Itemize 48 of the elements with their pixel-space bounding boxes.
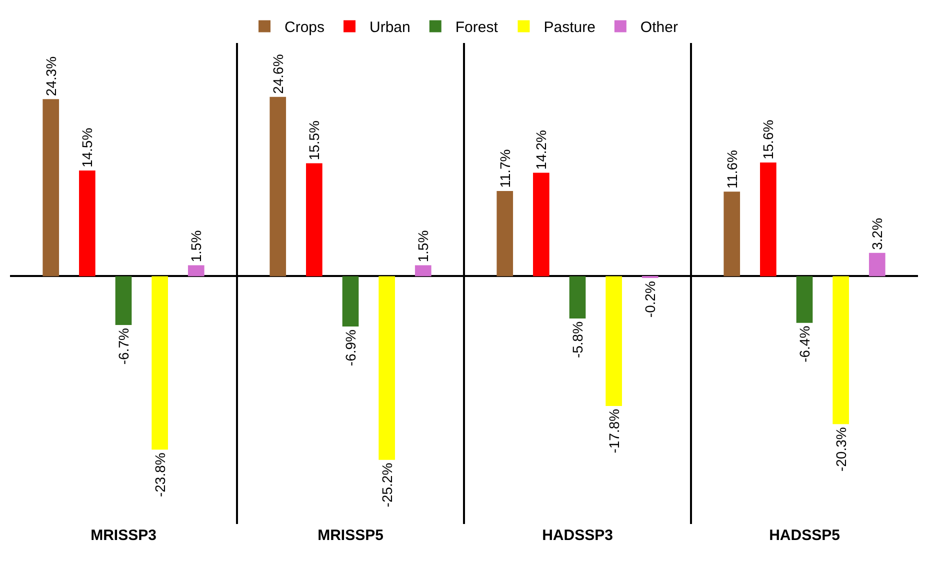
- data-label: -6.4%: [796, 326, 812, 362]
- bar: [796, 276, 813, 323]
- bar: [569, 276, 586, 318]
- data-label: 14.2%: [533, 130, 550, 170]
- bar: [342, 276, 359, 326]
- data-label: 15.5%: [306, 120, 322, 160]
- legend-label: Crops: [284, 19, 325, 36]
- bar: [533, 172, 550, 276]
- bar: [832, 276, 849, 424]
- data-label: -25.2%: [378, 462, 395, 508]
- data-label: -20.3%: [832, 427, 849, 472]
- bar: [606, 276, 622, 406]
- data-label: 3.2%: [869, 218, 886, 250]
- legend-label: Forest: [455, 19, 499, 36]
- bar: [868, 252, 886, 276]
- data-label: 14.5%: [79, 128, 96, 168]
- legend-label: Pasture: [544, 19, 596, 36]
- legend-label: Urban: [370, 19, 410, 36]
- bar: [414, 265, 432, 276]
- data-label: 11.6%: [724, 150, 740, 189]
- bar: [270, 96, 286, 276]
- x-tick-label: HADSSP5: [769, 527, 840, 544]
- x-tick-label: HADSSP3: [542, 527, 613, 544]
- bar: [188, 265, 204, 276]
- data-label: -23.8%: [152, 452, 168, 498]
- bar: [152, 276, 168, 450]
- x-tick-label: MRISSP5: [318, 527, 384, 544]
- data-label: 11.7%: [496, 149, 513, 188]
- data-label: 1.5%: [188, 230, 204, 262]
- data-label: -6.9%: [342, 330, 358, 366]
- legend-label: Other: [640, 19, 678, 36]
- bar: [306, 163, 322, 276]
- bar: [724, 192, 740, 276]
- data-label: -17.8%: [606, 408, 622, 454]
- bar: [496, 190, 514, 276]
- data-label: -0.2%: [642, 281, 658, 318]
- bar: [79, 170, 96, 276]
- x-tick-label: MRISSP3: [90, 527, 156, 544]
- bar: [378, 276, 395, 460]
- bar: [115, 276, 132, 326]
- data-label: 24.6%: [270, 54, 286, 94]
- data-label: 15.6%: [760, 120, 776, 160]
- data-label: -5.8%: [570, 321, 586, 358]
- bar: [760, 162, 776, 276]
- bar: [42, 99, 60, 276]
- data-label: -6.7%: [116, 328, 132, 365]
- data-label: 24.3%: [42, 56, 59, 96]
- data-label: 1.5%: [415, 230, 432, 262]
